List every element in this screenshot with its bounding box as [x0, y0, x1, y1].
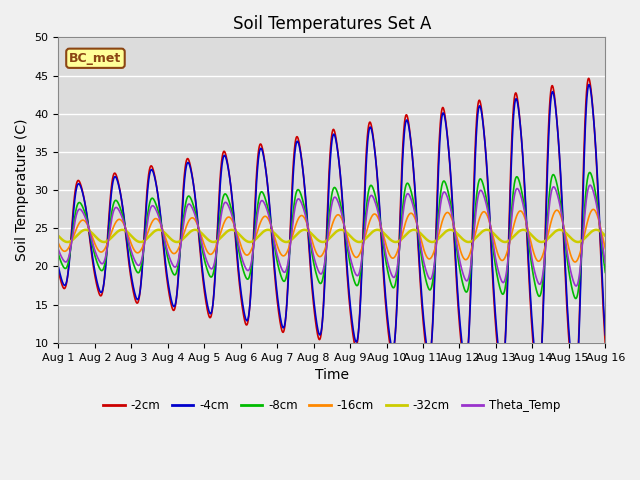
-4cm	[54, 264, 62, 270]
Line: Theta_Temp: Theta_Temp	[58, 185, 605, 286]
Theta_Temp	[288, 229, 296, 235]
-8cm	[149, 196, 157, 202]
Theta_Temp	[602, 260, 609, 266]
-2cm	[571, 388, 579, 394]
-32cm	[64, 239, 72, 245]
-8cm	[602, 269, 609, 275]
-8cm	[264, 206, 272, 212]
-16cm	[54, 240, 62, 246]
Theta_Temp	[149, 203, 157, 209]
-16cm	[591, 207, 599, 213]
Line: -16cm: -16cm	[58, 209, 605, 262]
Theta_Temp	[264, 210, 272, 216]
-4cm	[572, 382, 579, 387]
-4cm	[117, 192, 125, 198]
Theta_Temp	[54, 247, 62, 252]
-8cm	[54, 251, 62, 257]
Line: -4cm: -4cm	[58, 84, 605, 384]
-4cm	[602, 332, 609, 337]
-2cm	[264, 188, 272, 194]
-32cm	[264, 227, 272, 233]
-2cm	[54, 268, 62, 274]
-16cm	[589, 206, 597, 212]
-32cm	[532, 237, 540, 242]
-2cm	[117, 192, 125, 198]
Theta_Temp	[117, 211, 125, 217]
-2cm	[602, 341, 609, 347]
-8cm	[586, 169, 594, 175]
X-axis label: Time: Time	[315, 368, 349, 382]
Title: Soil Temperatures Set A: Soil Temperatures Set A	[233, 15, 431, 33]
-8cm	[572, 296, 580, 301]
-8cm	[288, 224, 296, 230]
-2cm	[585, 75, 593, 81]
-2cm	[288, 189, 296, 194]
-4cm	[288, 199, 296, 204]
-4cm	[532, 360, 540, 365]
-2cm	[532, 368, 540, 374]
Line: -32cm: -32cm	[58, 230, 605, 242]
-4cm	[585, 82, 593, 87]
-32cm	[150, 229, 157, 235]
-32cm	[117, 227, 125, 233]
-16cm	[288, 235, 296, 241]
-4cm	[149, 169, 157, 175]
Line: -2cm: -2cm	[58, 78, 605, 391]
-16cm	[264, 216, 272, 222]
-8cm	[117, 206, 125, 212]
-16cm	[602, 246, 609, 252]
-8cm	[532, 284, 540, 290]
Theta_Temp	[532, 273, 540, 278]
Theta_Temp	[586, 182, 594, 188]
-2cm	[591, 134, 599, 140]
-32cm	[591, 227, 598, 233]
Theta_Temp	[591, 194, 599, 200]
-32cm	[593, 227, 600, 233]
Text: BC_met: BC_met	[69, 52, 122, 65]
Legend: -2cm, -4cm, -8cm, -16cm, -32cm, Theta_Temp: -2cm, -4cm, -8cm, -16cm, -32cm, Theta_Te…	[99, 395, 565, 417]
Theta_Temp	[572, 283, 580, 289]
-16cm	[117, 217, 125, 223]
-16cm	[149, 217, 157, 223]
-16cm	[532, 255, 540, 261]
Line: -8cm: -8cm	[58, 172, 605, 299]
-4cm	[591, 133, 599, 139]
-4cm	[264, 187, 272, 192]
Y-axis label: Soil Temperature (C): Soil Temperature (C)	[15, 119, 29, 261]
-2cm	[149, 167, 157, 173]
-16cm	[572, 259, 579, 265]
-32cm	[54, 233, 62, 239]
-32cm	[288, 236, 296, 242]
-8cm	[591, 187, 599, 192]
-32cm	[602, 233, 609, 239]
